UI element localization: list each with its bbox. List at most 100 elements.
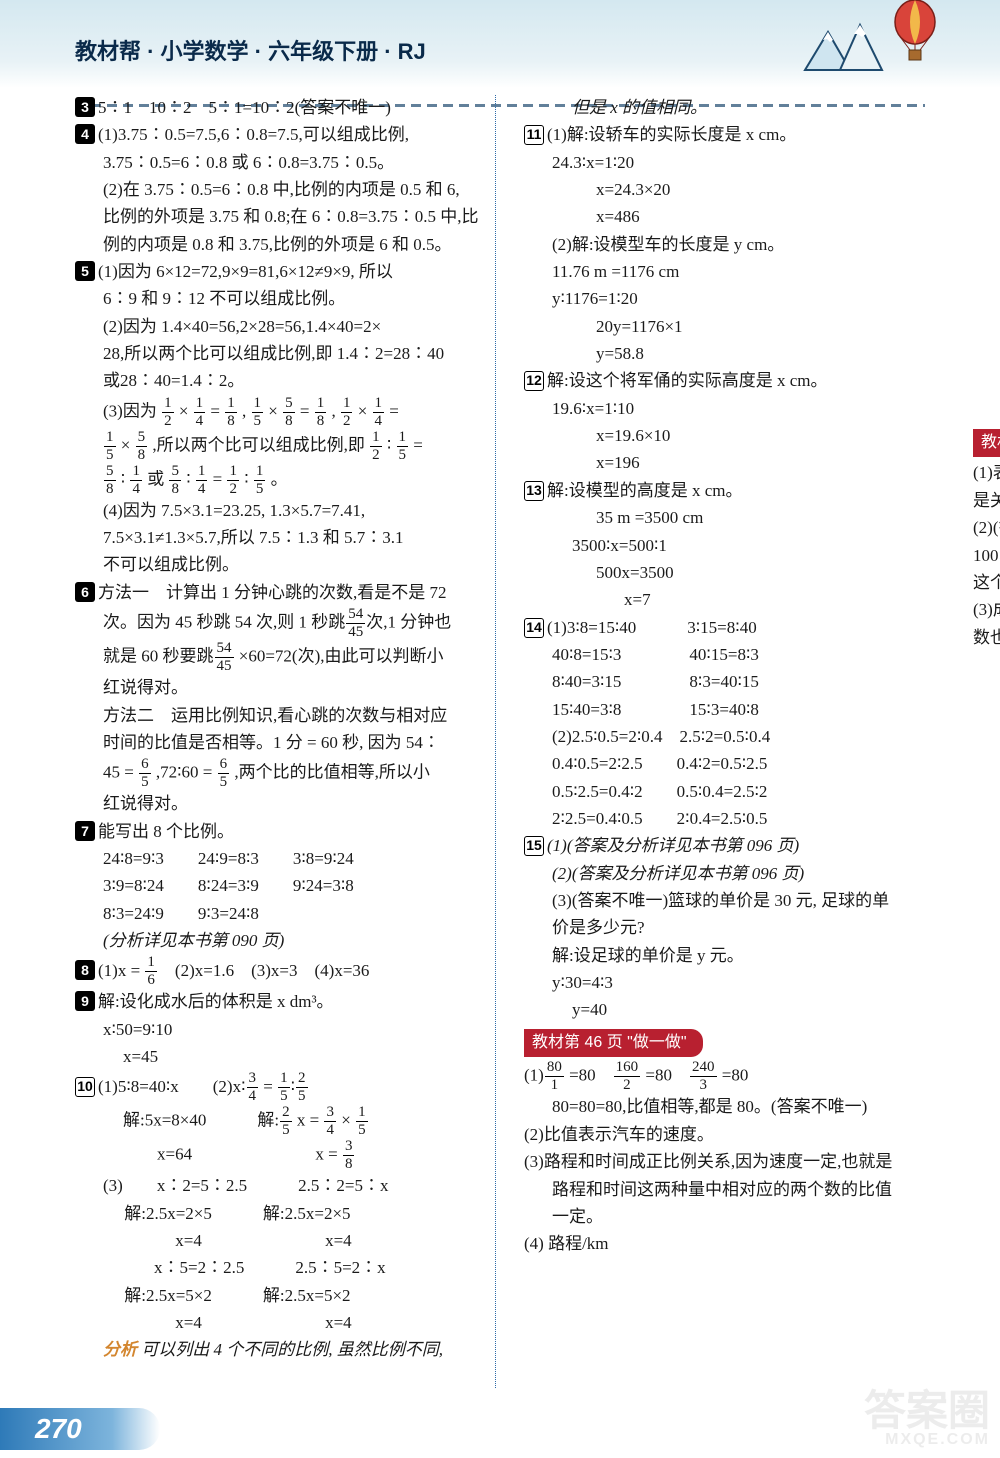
t: 价是多少元? — [524, 915, 945, 941]
t: 3500∶x=500∶1 — [524, 533, 945, 559]
t: 方法一 计算出 1 分钟心跳的次数,看是不是 72 — [98, 583, 447, 602]
t: 500x=3500 — [524, 560, 945, 586]
t: 解:设化成水后的体积是 x dm³。 — [98, 992, 334, 1011]
balloon-icon — [890, 0, 940, 70]
t: 时间的比值是否相等。1 分 = 60 秒, 因为 54∶ — [75, 730, 496, 756]
t: (4)因为 7.5×3.1=23.25, 1.3×5.7=7.41, — [75, 498, 496, 524]
t: (1)解:设轿车的实际长度是 x cm。 — [547, 125, 796, 144]
t: 可以列出 4 个不同的比例, 虽然比例不同, — [141, 1340, 443, 1359]
t: x=4 x=4 — [75, 1228, 496, 1254]
item-6i: 45 = 65 ,72∶60 = 65 ,两个比的比值相等,所以小 — [75, 757, 496, 790]
item-10-1: (1)5∶8=40∶x (2)x∶34 = 15∶25 — [98, 1077, 309, 1096]
t: 数也随着变化,且它们的积一定。 — [973, 625, 1000, 651]
t: (3) x∶2=5∶2.5 2.5∶2=5∶x — [75, 1173, 496, 1199]
t: 一定。 — [524, 1204, 945, 1230]
item-5-3c: 58 ∶ 14 或 58 ∶ 14 = 12 ∶ 15 。 — [75, 464, 496, 497]
t: (1)(答案及分析详见本书第 096 页) — [547, 836, 799, 855]
t: (2)因为 1.4×40=56,2×28=56,1.4×40=2× — [75, 314, 496, 340]
item-7-badge: 7 — [75, 821, 95, 841]
item-3-badge: 3 — [75, 97, 95, 117]
item-10-3: x=64 x = 38 — [75, 1139, 496, 1172]
t: 8∶3=24∶9 9∶3=24∶8 — [75, 901, 496, 927]
t: 解:设足球的单价是 y 元。 — [524, 943, 945, 969]
t: x=4 x=4 — [75, 1310, 496, 1336]
item-6c: 就是 60 秒要跳5445 ×60=72(次),由此可以判断小 — [75, 641, 496, 674]
t: 3.75∶0.5=6∶0.8 或 6∶0.8=3.75∶0.5。 — [75, 150, 496, 176]
item-11-badge: 11 — [524, 125, 544, 145]
t: (3)成反比例关系,因为每天运的吨数变化,运货的天 — [973, 597, 1000, 623]
t: 解:2.5x=5×2 解:2.5x=5×2 — [75, 1283, 496, 1309]
t: 24∶8=9∶3 24∶9=8∶3 3∶8=9∶24 — [75, 846, 496, 872]
item-5-3b: 15 × 58 ,所以两个比可以组成比例,即 12 ∶ 15 = — [75, 430, 496, 463]
item-5-badge: 5 — [75, 261, 95, 281]
t: x∶5=2∶2.5 2.5∶5=2∶x — [75, 1255, 496, 1281]
t: 40∶8=15∶3 40∶15=8∶3 — [524, 642, 945, 668]
item-6-badge: 6 — [75, 582, 95, 602]
t: x=24.3×20 — [524, 177, 945, 203]
t: 红说得对。 — [75, 675, 496, 701]
watermark: 答案圈 MXQE.COM — [864, 1390, 990, 1448]
t: 例的内项是 0.8 和 3.75,比例的外项是 6 和 0.5。 — [75, 232, 496, 258]
chart-ylabel: (4) 路程/km — [524, 1231, 945, 1257]
t: (1)3∶8=15∶40 3∶15=8∶40 — [547, 618, 757, 637]
t: x=45 — [75, 1044, 496, 1070]
t: (1)3.75∶0.5=7.5,6∶0.8=7.5,可以组成比例, — [98, 125, 409, 144]
t: 这个积表示货物的总质量。 — [973, 570, 1000, 596]
t: 方法二 运用比例知识,看心跳的次数与相对应 — [75, 703, 496, 729]
t: 100×3=300 300=300=300,积相等,都是 300。 — [973, 543, 1000, 569]
t: 7.5×3.1≠1.3×5.7,所以 7.5∶1.3 和 5.7∶3.1 — [75, 525, 496, 551]
t: (3)路程和时间成正比例关系,因为速度一定,也就是 — [524, 1149, 945, 1175]
item-6b: 次。因为 45 秒跳 54 次,则 1 秒跳5445次,1 分钟也 — [75, 607, 496, 640]
t: (2)解:设模型车的长度是 y cm。 — [524, 232, 945, 258]
fenxi-label: 分析 — [103, 1340, 137, 1359]
t: (2)2.5∶0.5=2∶0.4 2.5∶2=0.5∶0.4 — [524, 724, 945, 750]
t: 能写出 8 个比例。 — [98, 822, 234, 841]
item-12-badge: 12 — [524, 371, 544, 391]
t: 3∶9=8∶24 8∶24=3∶9 9∶24=3∶8 — [75, 873, 496, 899]
t: x=486 — [524, 204, 945, 230]
item-15-badge: 15 — [524, 836, 544, 856]
item-13-badge: 13 — [524, 481, 544, 501]
banner-p48: 教材第 48 页 "做一做" — [973, 429, 1000, 458]
banner-p46: 教材第 46 页 "做一做" — [524, 1029, 703, 1058]
item-9-badge: 9 — [75, 991, 95, 1011]
t: (2)比值表示汽车的速度。 — [524, 1122, 945, 1148]
item-5-3a: (3)因为 12 × 14 = 18 , 15 × 58 = 18 , 12 ×… — [75, 396, 496, 429]
t: (1)表中有每天运的质量和运货的天数两种量,它们 — [973, 460, 1000, 486]
item-8-badge: 8 — [75, 960, 95, 980]
distance-time-chart: 123456801602403204004800时间/时 — [993, 95, 1000, 393]
item-10-badge: 10 — [75, 1077, 95, 1097]
t: x=19.6×10 — [524, 423, 945, 449]
t: y∶1176=1∶20 — [524, 286, 945, 312]
t: 或28∶40=1.4∶2。 — [75, 368, 496, 394]
t: 28,所以两个比可以组成比例,即 1.4∶2=28∶40 — [75, 341, 496, 367]
t: 但是 x 的值相同。 — [524, 95, 945, 121]
t: x=7 — [524, 587, 945, 613]
t: 不可以组成比例。 — [75, 552, 496, 578]
item-3: 5∶1 10∶2 5∶1=10∶2(答案不唯一) — [98, 98, 391, 117]
page-header-title: 教材帮 · 小学数学 · 六年级下册 · RJ — [75, 35, 925, 69]
t: (分析详见本书第 090 页) — [75, 928, 496, 954]
t: (3)(答案不唯一)篮球的单价是 30 元, 足球的单 — [524, 888, 945, 914]
t: 8∶40=3∶15 8∶3=40∶15 — [524, 669, 945, 695]
t: 是关联的量。 — [973, 488, 1000, 514]
t: 19.6∶x=1∶10 — [524, 396, 945, 422]
t: 解:设这个将军俑的实际高度是 x cm。 — [547, 371, 828, 390]
t: 20y=1176×1 — [524, 314, 945, 340]
t: 路程和时间这两种量中相对应的两个数的比值 — [524, 1177, 945, 1203]
t: (2)(答案不唯一)300×1=300 150×2=300 — [973, 515, 1000, 541]
main-content: 35∶1 10∶2 5∶1=10∶2(答案不唯一) 4(1)3.75∶0.5=7… — [75, 95, 945, 1388]
t: 0.4∶0.5=2∶2.5 0.4∶2=0.5∶2.5 — [524, 751, 945, 777]
t: x∶50=9∶10 — [75, 1017, 496, 1043]
t: 24.3∶x=1∶20 — [524, 150, 945, 176]
t: 6∶9 和 9∶12 不可以组成比例。 — [75, 286, 496, 312]
t: 红说得对。 — [75, 791, 496, 817]
t: 11.76 m =1176 cm — [524, 259, 945, 285]
chart-note: 行驶 120 km 大约要用 1.5 小时。 — [973, 397, 1000, 423]
t: 80=80=80,比值相等,都是 80。(答案不唯一) — [524, 1094, 945, 1120]
t: (2)(答案及分析详见本书第 096 页) — [524, 861, 945, 887]
t: (2)在 3.75∶0.5=6∶0.8 中,比例的内项是 0.5 和 6, — [75, 177, 496, 203]
item-8: (1)x = 16 (2)x=1.6 (3)x=3 (4)x=36 — [98, 961, 369, 980]
t: x=196 — [524, 450, 945, 476]
t: 比例的外项是 3.75 和 0.8;在 6∶0.8=3.75∶0.5 中,比 — [75, 204, 496, 230]
